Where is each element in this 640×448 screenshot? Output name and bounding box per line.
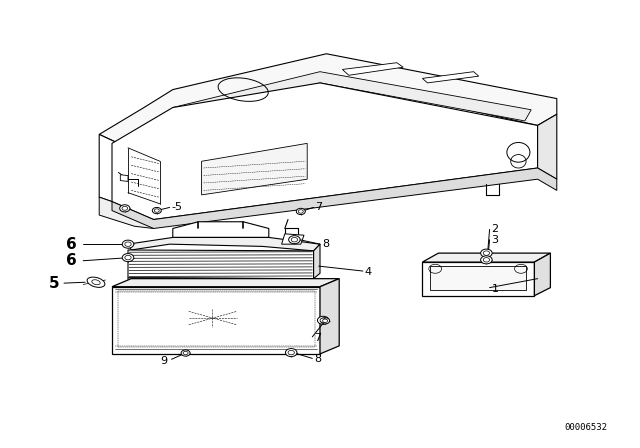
Polygon shape bbox=[173, 72, 531, 121]
Polygon shape bbox=[112, 279, 339, 287]
Ellipse shape bbox=[483, 258, 490, 262]
Text: 8: 8 bbox=[314, 354, 321, 364]
Polygon shape bbox=[342, 63, 403, 75]
Polygon shape bbox=[314, 244, 320, 279]
Polygon shape bbox=[422, 72, 479, 83]
Polygon shape bbox=[99, 134, 122, 202]
Polygon shape bbox=[538, 114, 557, 179]
Polygon shape bbox=[422, 262, 534, 296]
Text: 6: 6 bbox=[67, 237, 77, 252]
Ellipse shape bbox=[481, 256, 492, 264]
Ellipse shape bbox=[120, 205, 130, 212]
Ellipse shape bbox=[181, 350, 190, 356]
Ellipse shape bbox=[321, 318, 330, 324]
Ellipse shape bbox=[483, 251, 490, 255]
Polygon shape bbox=[202, 143, 307, 195]
Polygon shape bbox=[173, 222, 269, 237]
Polygon shape bbox=[120, 175, 128, 181]
Polygon shape bbox=[112, 287, 320, 354]
Ellipse shape bbox=[154, 209, 159, 212]
Ellipse shape bbox=[122, 207, 127, 210]
Polygon shape bbox=[534, 253, 550, 296]
Ellipse shape bbox=[122, 240, 134, 248]
Text: 4: 4 bbox=[365, 267, 372, 277]
Ellipse shape bbox=[152, 207, 161, 214]
Polygon shape bbox=[99, 54, 557, 143]
Ellipse shape bbox=[122, 254, 134, 262]
Ellipse shape bbox=[296, 208, 305, 215]
Polygon shape bbox=[422, 253, 550, 262]
Polygon shape bbox=[112, 83, 538, 220]
Text: 2: 2 bbox=[492, 224, 499, 234]
Ellipse shape bbox=[125, 255, 131, 260]
Text: 7: 7 bbox=[315, 202, 322, 212]
Polygon shape bbox=[128, 237, 320, 251]
Text: 3: 3 bbox=[492, 235, 499, 245]
Ellipse shape bbox=[288, 350, 294, 355]
Ellipse shape bbox=[323, 319, 328, 323]
Text: 8: 8 bbox=[322, 239, 329, 249]
Ellipse shape bbox=[481, 249, 492, 257]
Text: -5: -5 bbox=[172, 202, 182, 212]
Ellipse shape bbox=[87, 277, 105, 287]
Polygon shape bbox=[128, 250, 314, 279]
Text: 00006532: 00006532 bbox=[564, 423, 607, 432]
Text: 1: 1 bbox=[492, 284, 499, 294]
Polygon shape bbox=[128, 278, 314, 284]
Ellipse shape bbox=[183, 351, 188, 355]
Ellipse shape bbox=[320, 318, 326, 323]
Ellipse shape bbox=[291, 237, 298, 242]
Text: 7: 7 bbox=[314, 333, 321, 343]
Ellipse shape bbox=[92, 280, 100, 285]
Ellipse shape bbox=[289, 236, 300, 244]
Ellipse shape bbox=[285, 349, 297, 357]
Ellipse shape bbox=[125, 242, 131, 246]
Text: 9: 9 bbox=[161, 356, 168, 366]
Text: 5: 5 bbox=[49, 276, 60, 291]
Text: 6: 6 bbox=[67, 253, 77, 268]
Ellipse shape bbox=[298, 210, 303, 213]
Polygon shape bbox=[282, 234, 304, 244]
Ellipse shape bbox=[317, 316, 329, 324]
Polygon shape bbox=[430, 266, 526, 290]
Polygon shape bbox=[112, 168, 557, 228]
Polygon shape bbox=[99, 197, 154, 228]
Polygon shape bbox=[320, 279, 339, 354]
